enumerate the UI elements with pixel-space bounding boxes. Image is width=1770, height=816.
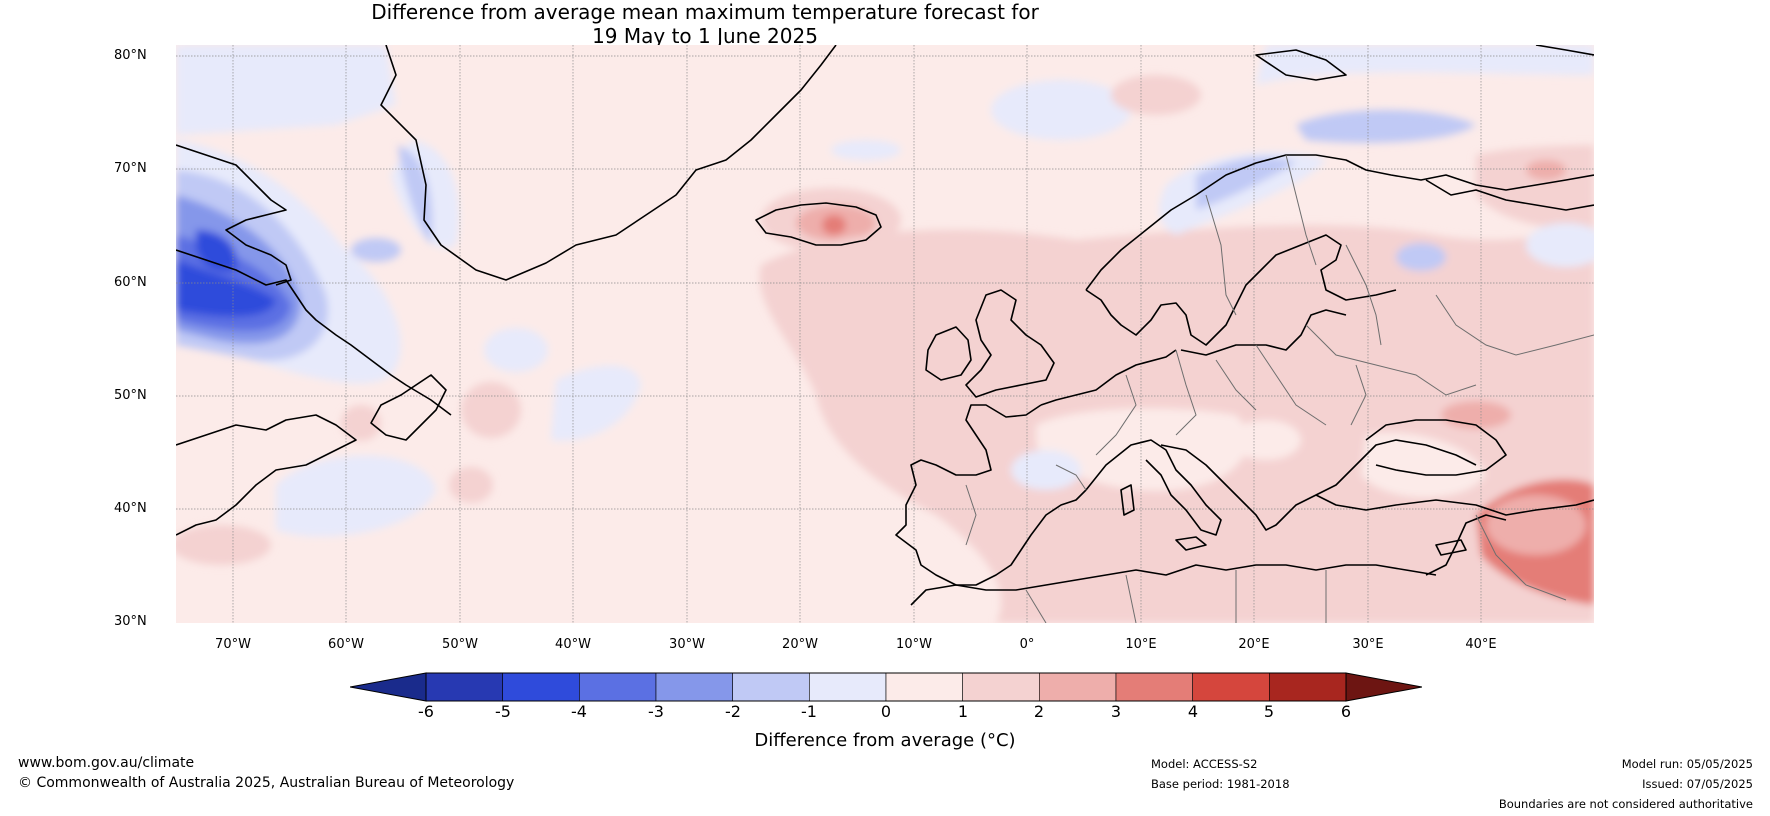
newfoundland-coast [370, 374, 447, 441]
colorbar-tick: -2 [725, 702, 741, 721]
scandinavia-coast [1085, 154, 1594, 291]
colorbar-tick: 0 [880, 702, 892, 721]
colorbar-extend-low [350, 672, 427, 702]
model-name: Model: ACCESS-S2 [1151, 757, 1258, 771]
map-title-line2: 19 May to 1 June 2025 [592, 24, 818, 48]
sicily-coast [1175, 536, 1207, 551]
coastlines [176, 45, 1594, 606]
colorbar-tick: 6 [1340, 702, 1352, 721]
graticule [176, 45, 1594, 623]
colorbar-segment [885, 672, 963, 702]
colorbar-segment [502, 672, 580, 702]
colorbar-tick: 1 [957, 702, 969, 721]
france-iberia-coast [895, 404, 1087, 586]
lat-label-40n: 40°N [114, 501, 147, 516]
colorbar-tick: -5 [495, 702, 511, 721]
lat-label-80n: 80°N [114, 48, 147, 63]
country-borders [965, 154, 1594, 623]
lat-label-60n: 60°N [114, 275, 147, 290]
baffin-coast [176, 144, 292, 286]
lon-label-0: 0° [1019, 637, 1035, 652]
colorbar-segments [350, 672, 1422, 702]
norway-south-coast [1085, 234, 1397, 346]
iceland-coast [755, 202, 882, 246]
great-britain-coast [965, 289, 1055, 398]
colorbar-segment [732, 672, 810, 702]
nova-scotia-coast [176, 414, 357, 536]
greenland-coast [380, 45, 837, 281]
colorbar-segment [655, 672, 733, 702]
colorbar-extend-high [1345, 672, 1422, 702]
lon-label-20w: 20°W [782, 637, 818, 652]
lon-label-10e: 10°E [1125, 637, 1157, 652]
colorbar-segment [1269, 672, 1347, 702]
lon-label-40w: 40°W [555, 637, 591, 652]
colorbar [350, 672, 1422, 702]
colorbar-tick: -6 [418, 702, 434, 721]
lon-label-10w: 10°W [896, 637, 932, 652]
colorbar-tick: 3 [1110, 702, 1122, 721]
colorbar-segment [1115, 672, 1193, 702]
map-title-line1: Difference from average mean maximum tem… [371, 0, 1039, 24]
colorbar-tick: 4 [1187, 702, 1199, 721]
lon-label-70w: 70°W [215, 637, 251, 652]
black-sea-coast [1365, 419, 1507, 476]
levant-coast [1425, 514, 1507, 576]
labrador-coast [176, 249, 452, 416]
cyprus-coast [1435, 539, 1467, 556]
lon-label-60w: 60°W [328, 637, 364, 652]
colorbar-tick: -1 [801, 702, 817, 721]
colorbar-segment [425, 672, 503, 702]
lat-label-50n: 50°N [114, 388, 147, 403]
copyright-text: © Commonwealth of Australia 2025, Austra… [18, 775, 515, 791]
colorbar-segment [809, 672, 887, 702]
colorbar-segment [579, 672, 657, 702]
colorbar-segment [1039, 672, 1117, 702]
lon-label-20e: 20°E [1238, 637, 1270, 652]
colorbar-outline [425, 672, 1347, 702]
colorbar-tick: 2 [1033, 702, 1045, 721]
anomaly-contours [176, 45, 1594, 623]
lon-label-30w: 30°W [669, 637, 705, 652]
svalbard-coast [1255, 49, 1347, 81]
colorbar-tick: -3 [648, 702, 664, 721]
website-link[interactable]: www.bom.gov.au/climate [18, 755, 195, 771]
lon-label-40e: 40°E [1465, 637, 1497, 652]
turkey-coast [1315, 494, 1594, 516]
colorbar-tick: 5 [1263, 702, 1275, 721]
lat-label-70n: 70°N [114, 161, 147, 176]
base-period: Base period: 1981-2018 [1151, 777, 1290, 791]
balkans-coast [1160, 439, 1477, 531]
map-title: Difference from average mean maximum tem… [0, 0, 1410, 48]
lat-label-30n: 30°N [114, 614, 147, 629]
colorbar-segment [1192, 672, 1270, 702]
novaya-zemlya-coast [1535, 45, 1594, 56]
colorbar-segment [962, 672, 1040, 702]
temperature-anomaly-map [176, 45, 1594, 623]
lon-label-50w: 50°W [442, 637, 478, 652]
north-africa-coast [910, 564, 1437, 606]
colorbar-tick: -4 [571, 702, 587, 721]
kola-coast [1425, 179, 1594, 211]
sardinia-coast [1120, 484, 1135, 516]
europe-west-coast [1040, 349, 1177, 406]
lon-label-30e: 30°E [1352, 637, 1384, 652]
issued-date: Issued: 07/05/2025 [1642, 777, 1753, 791]
colorbar-label: Difference from average (°C) [754, 730, 1016, 751]
ireland-coast [925, 326, 972, 381]
model-run-date: Model run: 05/05/2025 [1621, 757, 1753, 771]
italy-coast [1085, 439, 1222, 536]
boundaries-disclaimer: Boundaries are not considered authoritat… [1498, 797, 1753, 811]
baltic-coast [1180, 309, 1347, 356]
